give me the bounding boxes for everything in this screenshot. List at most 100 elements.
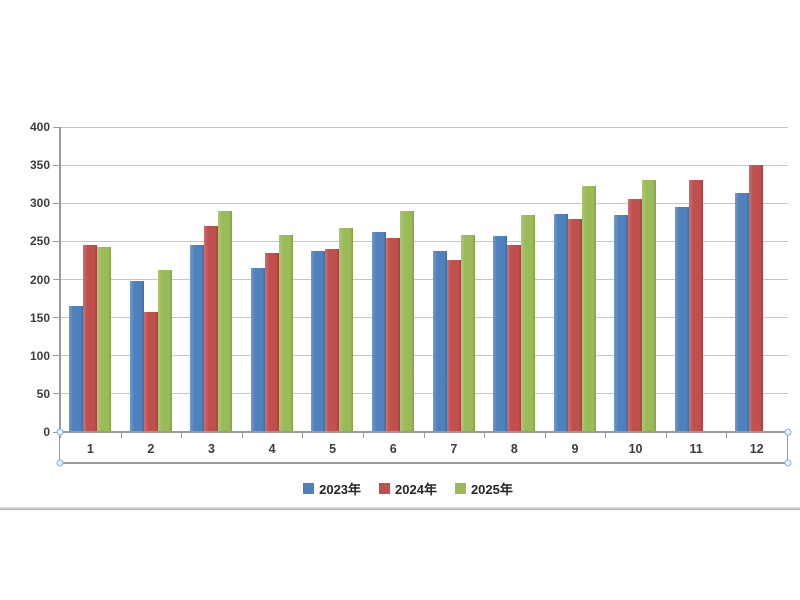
gridline <box>60 317 788 319</box>
value-axis-tick-label: 300 <box>29 196 50 211</box>
value-axis-tick <box>53 393 59 395</box>
category-axis-label: 1 <box>86 442 94 456</box>
category-axis-zero-line <box>60 431 788 433</box>
bar-2024年-month-10[interactable] <box>628 199 643 432</box>
category-axis-right-edge <box>787 432 788 462</box>
selection-handle[interactable] <box>56 428 64 436</box>
value-axis-tick-label: 100 <box>29 348 50 363</box>
legend-label: 2024年 <box>395 481 437 497</box>
category-axis-tick <box>362 433 364 438</box>
value-axis-tick-label: 0 <box>43 425 50 439</box>
bar-2025年-month-5[interactable] <box>339 227 354 432</box>
bar-2023年-month-4[interactable] <box>250 268 265 432</box>
category-axis-tick <box>787 433 788 438</box>
selection-handle[interactable] <box>784 428 792 436</box>
gridline <box>60 126 788 128</box>
bar-2024年-month-11[interactable] <box>688 180 703 432</box>
value-axis-tick <box>53 431 59 433</box>
bar-2025年-month-10[interactable] <box>642 180 657 432</box>
bar-2023年-month-11[interactable] <box>674 207 689 432</box>
bar-2023年-month-7[interactable] <box>432 251 447 432</box>
bar-2024年-month-7[interactable] <box>446 259 461 432</box>
selection-handle[interactable] <box>56 459 64 467</box>
category-axis-tick <box>120 433 122 438</box>
bar-2023年-month-12[interactable] <box>735 192 750 432</box>
bar-2025年-month-8[interactable] <box>521 214 536 432</box>
bar-2023年-month-6[interactable] <box>371 232 386 432</box>
bar-2025年-month-1[interactable] <box>97 246 111 432</box>
gridline <box>60 393 788 395</box>
bar-2025年-month-6[interactable] <box>399 210 414 432</box>
value-axis-tick <box>53 279 59 280</box>
bar-2024年-month-2[interactable] <box>143 311 158 432</box>
gridline <box>60 355 788 357</box>
bar-2023年-month-10[interactable] <box>614 215 629 432</box>
bar-2023年-month-2[interactable] <box>129 281 144 432</box>
legend-swatch-icon <box>303 482 315 494</box>
value-axis-tick-label: 150 <box>29 310 50 325</box>
bar-2025年-month-4[interactable] <box>278 234 293 432</box>
gridline <box>60 279 788 280</box>
legend-label: 2025年 <box>470 481 513 497</box>
value-axis-tick <box>53 202 59 204</box>
gridline <box>60 202 788 204</box>
category-axis-tick <box>484 433 486 438</box>
bar-2025年-month-9[interactable] <box>581 186 596 432</box>
category-axis-label: 11 <box>689 442 703 456</box>
window-divider-line <box>0 507 800 510</box>
value-axis-line <box>59 127 61 432</box>
bar-2023年-month-9[interactable] <box>553 213 568 432</box>
value-axis-tick-label: 250 <box>29 234 50 249</box>
bar-2024年-month-9[interactable] <box>567 219 582 432</box>
legend-item-2023年[interactable]: 2023年 <box>303 479 361 498</box>
value-axis-tick <box>53 240 59 242</box>
category-axis-tick <box>423 433 425 438</box>
chart-legend[interactable]: 2023年 2024年 2025年 <box>8 477 800 499</box>
category-axis-label: 10 <box>628 442 643 456</box>
category-axis-tick <box>544 433 546 438</box>
bar-2023年-month-1[interactable] <box>69 306 83 432</box>
bar-2023年-month-3[interactable] <box>190 245 205 432</box>
selection-handle[interactable] <box>784 459 792 467</box>
value-axis-tick-label: 400 <box>29 120 50 134</box>
value-axis-tick <box>53 317 59 319</box>
value-axis-tick-label: 200 <box>29 272 50 287</box>
value-axis-tick-label: 350 <box>29 158 50 173</box>
category-axis-tick <box>605 433 607 438</box>
legend-item-2024年[interactable]: 2024年 <box>379 479 437 498</box>
category-axis-label: 9 <box>571 442 579 456</box>
legend-swatch-icon <box>454 482 466 494</box>
value-axis-tick-label: 50 <box>36 386 50 401</box>
bar-2024年-month-4[interactable] <box>264 252 279 432</box>
gridline <box>60 164 788 166</box>
category-axis-tick <box>60 433 61 438</box>
bar-2024年-month-1[interactable] <box>83 245 97 432</box>
category-axis-tick <box>181 433 183 438</box>
category-axis-label: 6 <box>389 442 397 456</box>
bar-2024年-month-8[interactable] <box>507 245 522 432</box>
category-axis-tick <box>302 433 304 438</box>
bar-2024年-month-6[interactable] <box>385 237 400 432</box>
bar-2023年-month-5[interactable] <box>311 251 326 432</box>
bar-2023年-month-8[interactable] <box>493 236 508 432</box>
legend-item-2025年[interactable]: 2025年 <box>454 479 513 498</box>
category-axis-label: 4 <box>268 442 276 456</box>
category-axis-tick <box>726 433 728 438</box>
bar-2024年-month-5[interactable] <box>325 249 340 432</box>
value-axis-tick <box>53 355 59 357</box>
category-axis-bottom-line <box>60 462 788 464</box>
bar-2025年-month-7[interactable] <box>460 234 475 432</box>
category-axis-label: 8 <box>510 442 518 456</box>
bar-2025年-month-2[interactable] <box>157 270 172 432</box>
category-axis-tick <box>241 433 243 438</box>
value-axis-tick <box>53 164 59 166</box>
bar-2025年-month-3[interactable] <box>218 210 233 432</box>
value-axis-tick <box>53 126 59 128</box>
category-axis-label: 7 <box>450 442 458 456</box>
legend-swatch-icon <box>379 482 391 494</box>
bar-2024年-month-12[interactable] <box>749 165 764 432</box>
bar-2024年-month-3[interactable] <box>204 226 219 432</box>
legend-label: 2023年 <box>319 481 362 497</box>
category-axis-left-edge <box>59 432 60 462</box>
